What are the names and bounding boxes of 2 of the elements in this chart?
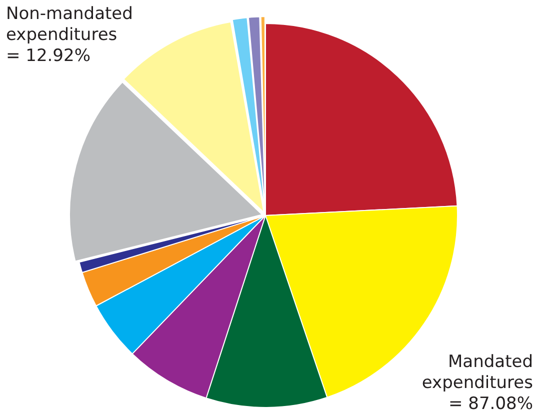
text: Mandated expenditures = 87.08%	[420, 352, 533, 415]
text: Non-mandated expenditures = 12.92%	[6, 4, 134, 67]
